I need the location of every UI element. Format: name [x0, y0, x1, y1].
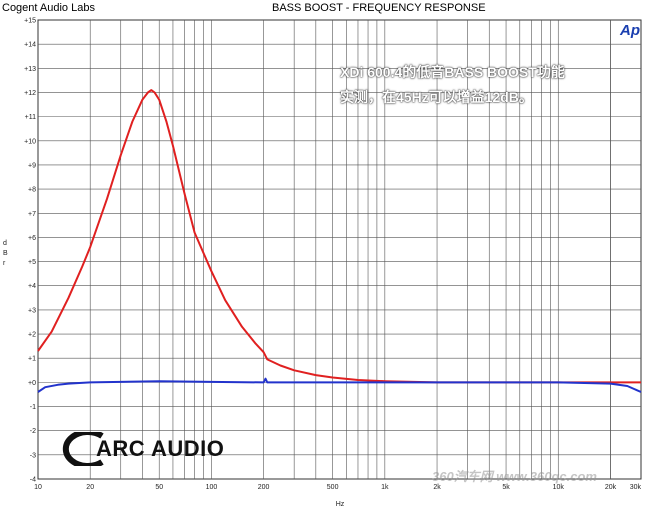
- annotation-note: XDi 600.4的低音BASS BOOST功能 实测，在45Hz可以增益12d…: [340, 60, 630, 110]
- chart-grid: [37, 19, 642, 480]
- svg-text:d: d: [3, 240, 7, 247]
- watermark: 360汽车网 www.360qc.com: [432, 469, 597, 484]
- x-axis-label: Hz: [336, 501, 345, 508]
- x-tick-label: 20: [86, 484, 94, 491]
- x-tick-label: 2k: [433, 484, 441, 491]
- x-tick-label: 50: [155, 484, 163, 491]
- y-tick-label: +7: [28, 211, 36, 218]
- y-tick-label: +4: [28, 283, 36, 290]
- lab-name: Cogent Audio Labs: [2, 2, 95, 14]
- x-tick-label: 100: [206, 484, 218, 491]
- y-axis-label: d B r: [3, 240, 8, 267]
- annotation-line-2: 实测，在45Hz可以增益12dB。: [340, 89, 533, 105]
- y-tick-label: +2: [28, 332, 36, 339]
- arc-audio-logo: ARC AUDIO: [62, 432, 262, 466]
- y-tick-label: +9: [28, 162, 36, 169]
- y-tick-label: +3: [28, 307, 36, 314]
- bass-boost-response-line: [37, 89, 641, 384]
- x-tick-label: 500: [327, 484, 339, 491]
- plot-frame: [37, 19, 642, 480]
- y-tick-label: +13: [24, 66, 36, 73]
- y-tick-label: +11: [25, 114, 36, 121]
- y-tick-label: +15: [24, 18, 36, 25]
- y-tick-label: +8: [28, 187, 36, 194]
- y-tick-label: +0: [28, 380, 36, 387]
- arc-audio-logo-text: ARC AUDIO: [96, 436, 225, 461]
- y-tick-label: -1: [30, 404, 36, 411]
- y-axis-ticks: +15 +14 +13 +12 +11 +10 +9 +8 +7 +6 +5 +4 +3 +2 +1 +0 -1…: [24, 18, 36, 484]
- chart-series: [37, 89, 642, 393]
- ap-logo: Ap: [620, 22, 640, 39]
- y-tick-label: +1: [28, 356, 36, 363]
- y-tick-label: +12: [24, 90, 36, 97]
- y-tick-label: -2: [30, 428, 36, 435]
- y-tick-label: -4: [30, 477, 36, 484]
- x-tick-label: 10k: [553, 484, 565, 491]
- chart-title: BASS BOOST - FREQUENCY RESPONSE: [272, 2, 486, 14]
- x-tick-label: 200: [258, 484, 270, 491]
- annotation-line-1: XDi 600.4的低音BASS BOOST功能: [340, 64, 565, 80]
- flat-response-line: [37, 377, 642, 393]
- x-tick-label: 30k: [630, 484, 642, 491]
- x-tick-label: 5k: [502, 484, 510, 491]
- x-tick-label: 10: [34, 484, 42, 491]
- y-tick-label: -3: [30, 452, 36, 459]
- arc-swoosh-icon: [62, 432, 104, 466]
- x-tick-label: 20k: [605, 484, 617, 491]
- y-tick-label: +6: [28, 235, 36, 242]
- x-tick-label: 1k: [381, 484, 389, 491]
- y-tick-label: +10: [24, 138, 36, 145]
- y-tick-label: +14: [24, 42, 36, 49]
- svg-text:B: B: [3, 250, 8, 257]
- svg-text:r: r: [3, 260, 6, 267]
- x-axis-ticks: 10 20 50 100 200 500 1k 2k 5k 10k 20k 30k: [34, 484, 641, 491]
- y-tick-label: +5: [28, 259, 36, 266]
